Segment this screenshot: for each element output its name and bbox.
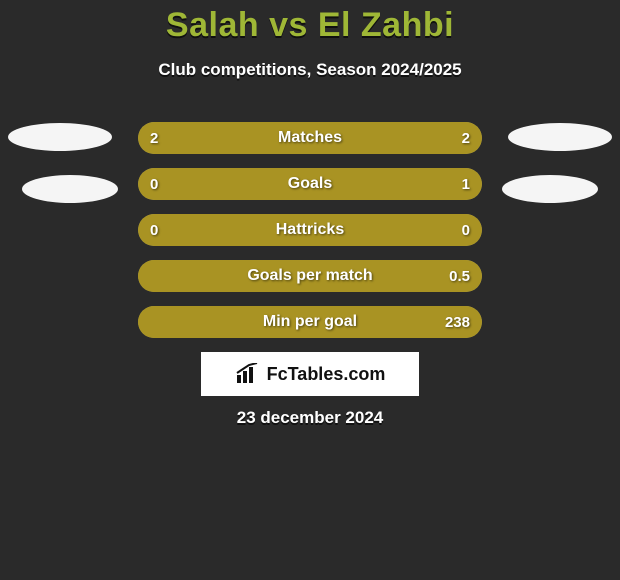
comparison-bars: 2 Matches 2 0 Goals 1 0 Hattricks 0 Goal… [138, 122, 482, 352]
bar-value-right: 238 [445, 306, 470, 338]
bar-value-right: 0 [462, 214, 470, 246]
snapshot-date: 23 december 2024 [0, 408, 620, 428]
player-avatar-right-1 [508, 123, 612, 151]
player-avatar-left-1 [8, 123, 112, 151]
bar-row-mpg: Min per goal 238 [138, 306, 482, 338]
page-title: Salah vs El Zahbi [0, 6, 620, 45]
bar-label: Hattricks [138, 214, 482, 246]
bar-label: Matches [138, 122, 482, 154]
comparison-card: Salah vs El Zahbi Club competitions, Sea… [0, 0, 620, 580]
bar-row-gpm: Goals per match 0.5 [138, 260, 482, 292]
source-logo: FcTables.com [201, 352, 419, 396]
chart-icon [235, 363, 261, 385]
source-logo-text: FcTables.com [267, 364, 386, 385]
page-subtitle: Club competitions, Season 2024/2025 [0, 60, 620, 80]
bar-value-right: 0.5 [449, 260, 470, 292]
bar-label: Goals per match [138, 260, 482, 292]
bar-row-goals: 0 Goals 1 [138, 168, 482, 200]
bar-row-matches: 2 Matches 2 [138, 122, 482, 154]
bar-value-right: 2 [462, 122, 470, 154]
bar-value-right: 1 [462, 168, 470, 200]
bar-label: Min per goal [138, 306, 482, 338]
player-flag-right [502, 175, 598, 203]
bar-row-hattricks: 0 Hattricks 0 [138, 214, 482, 246]
bar-label: Goals [138, 168, 482, 200]
player-flag-left [22, 175, 118, 203]
